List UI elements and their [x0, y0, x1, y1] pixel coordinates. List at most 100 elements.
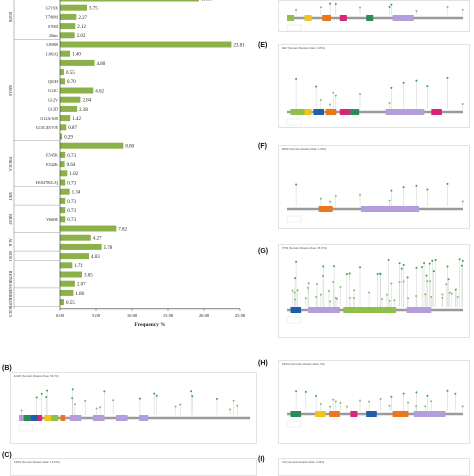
lollipop-panel-b: EGFR [Somatic Mutation Rate: 56.7%] [10, 372, 257, 444]
mutation-point [315, 283, 318, 286]
bar [60, 0, 199, 2]
mutation-point [426, 188, 429, 191]
bar [60, 253, 90, 260]
mutation-point [379, 272, 382, 275]
bar [60, 13, 77, 20]
mutation-point [315, 85, 318, 88]
mutation-point [398, 281, 401, 284]
protein-domain [60, 415, 66, 421]
lollipop-panel-h: PIK3CA [Somatic Mutation Rate: 6%] [278, 360, 470, 444]
protein-domain [392, 15, 414, 21]
mutation-point [424, 405, 427, 408]
mutation-point [446, 76, 449, 79]
lollipop-panel-f: BRAF [Somatic Mutation Rate: 1.05%] [278, 145, 470, 229]
legend-box [286, 215, 302, 223]
mutation-point [402, 263, 405, 266]
panel-letter-g: (G) [258, 248, 269, 255]
mutation-point [334, 94, 337, 97]
mutation-point [368, 400, 371, 403]
mutation-point [319, 98, 322, 101]
mutation-point [461, 259, 464, 262]
mutation-point [71, 388, 74, 391]
protein-domain [366, 15, 374, 21]
mutation-point [45, 395, 48, 398]
bar [60, 207, 66, 214]
data-label: 2.12 [77, 25, 86, 30]
mutation-point [388, 101, 391, 104]
protein-domain [30, 415, 38, 421]
mutation-point [315, 295, 318, 298]
frequency-bar-chart: 19.30 L858R 3.75 G719X 2.27 T790M 2.12 S768I 2.0… [8, 0, 246, 328]
category-label: E542K [46, 162, 58, 167]
mutation-point [445, 283, 448, 286]
panel-letter-e: (E) [258, 42, 268, 49]
mutation-point [352, 296, 355, 299]
mutation-point [319, 402, 322, 405]
mutation-point [232, 399, 235, 402]
x-tick-label: 20.00 [199, 313, 210, 318]
mutation-point [190, 390, 193, 393]
data-label: 0.70 [67, 80, 76, 85]
mutation-point [153, 392, 156, 395]
mutation-point [415, 184, 418, 187]
category-label: L858R [46, 42, 58, 47]
category-label: G13C/D/V/E [36, 125, 59, 130]
mutation-point [296, 289, 299, 292]
mutation-point [294, 277, 297, 280]
legend-box [286, 420, 302, 428]
panel-title-f: BRAF [Somatic Mutation Rate: 1.05%] [282, 148, 327, 151]
data-label: 1.02 [69, 172, 78, 177]
category-label: G12D [48, 107, 58, 112]
gene-label: RET [8, 271, 13, 279]
protein-domain [392, 411, 409, 417]
mutation-point [73, 403, 76, 406]
data-label: 0.29 [64, 135, 73, 140]
bar [60, 225, 117, 232]
bar [60, 115, 71, 122]
data-label: 0.55 [66, 71, 75, 76]
mutation-point [359, 193, 362, 196]
bar [60, 4, 87, 11]
mutation-point [359, 93, 362, 96]
mutation-point [329, 2, 332, 5]
mutation-point [327, 290, 330, 293]
mutation-point [329, 103, 332, 106]
mutation-point [334, 194, 337, 197]
mutation-point [112, 399, 115, 402]
bar [60, 41, 232, 48]
protein-domain [329, 411, 340, 417]
mutation-point [339, 286, 342, 289]
mutation-point [345, 273, 348, 276]
mutation-point [431, 259, 434, 262]
mutation-point [191, 395, 194, 398]
mutation-point [40, 392, 43, 395]
mutation-point [332, 398, 335, 401]
protein-domain [413, 411, 446, 417]
mutation-point [179, 403, 182, 406]
mutation-point [402, 81, 405, 84]
category-label: S768I [48, 24, 59, 29]
bar [60, 262, 73, 269]
mutation-point [461, 8, 464, 11]
mutation-point [315, 394, 318, 397]
bar [60, 161, 65, 168]
mutation-point [400, 267, 403, 270]
mutation-point [46, 389, 49, 392]
protein-domain [290, 307, 302, 313]
bar [60, 96, 81, 103]
data-label: 4.62 [95, 89, 104, 94]
category-label: G12V [48, 97, 58, 102]
mutation-point [461, 200, 464, 203]
mutation-point [215, 397, 218, 400]
mutation-point [295, 8, 298, 11]
data-label: 2.27 [78, 16, 87, 21]
mutation-point [388, 299, 391, 302]
mutation-point [348, 272, 351, 275]
bar [60, 299, 64, 306]
protein-domain [304, 109, 312, 115]
mutation-point [415, 9, 418, 12]
lollipop-panel-g: TP53 [Somatic Mutation Rate: 35.67%] [278, 244, 470, 338]
data-label: 2.38 [79, 108, 88, 113]
bar [60, 188, 70, 195]
mutation-point [293, 298, 296, 301]
